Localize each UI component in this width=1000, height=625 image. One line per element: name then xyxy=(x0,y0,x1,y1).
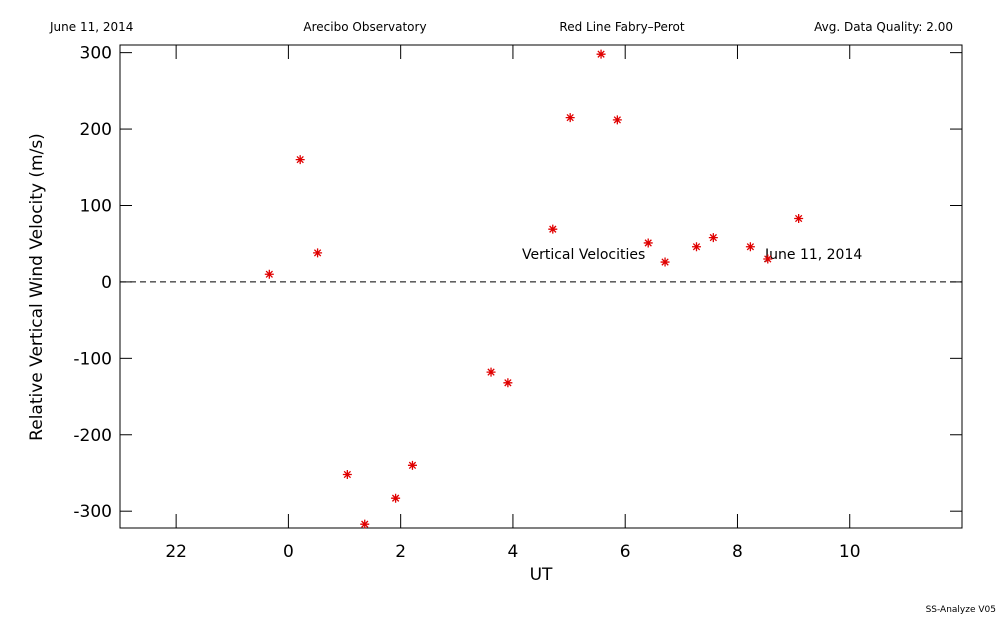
data-point xyxy=(708,233,718,243)
y-axis-label: Relative Vertical Wind Velocity (m/s) xyxy=(27,133,47,441)
data-point xyxy=(596,49,606,59)
header-site: Arecibo Observatory xyxy=(303,20,426,34)
x-tick-label: 4 xyxy=(508,542,519,562)
x-tick-label: 6 xyxy=(620,542,631,562)
x-tick-label: 8 xyxy=(732,542,743,562)
x-axis-label: UT xyxy=(530,565,553,585)
plot-frame xyxy=(119,44,963,529)
data-point xyxy=(264,269,274,279)
data-point xyxy=(763,254,773,264)
header-quality: Avg. Data Quality: 2.00 xyxy=(814,20,953,34)
y-tick-label: 200 xyxy=(80,120,112,140)
data-point xyxy=(565,113,575,123)
x-tick-label: 10 xyxy=(839,542,861,562)
data-point xyxy=(612,115,622,125)
y-tick-label: -200 xyxy=(73,426,112,446)
data-point xyxy=(660,257,670,267)
data-point xyxy=(548,224,558,234)
x-tick-label: 22 xyxy=(165,542,187,562)
annotation: Vertical Velocities xyxy=(522,247,645,263)
y-tick-label: 100 xyxy=(80,196,112,216)
data-point xyxy=(745,242,755,252)
x-tick-label: 0 xyxy=(283,542,294,562)
data-point xyxy=(342,470,352,480)
data-point xyxy=(643,238,653,248)
data-point xyxy=(486,367,496,377)
x-tick-label: 2 xyxy=(395,542,406,562)
data-point xyxy=(313,248,323,258)
annotation: June 11, 2014 xyxy=(764,247,862,263)
footer: SS-Analyze V05 xyxy=(926,605,996,615)
y-tick-label: 300 xyxy=(80,44,112,64)
data-point xyxy=(503,378,513,388)
data-point xyxy=(407,460,417,470)
header-date: June 11, 2014 xyxy=(49,20,133,34)
y-tick-label: -300 xyxy=(73,502,112,522)
header-instrument: Red Line Fabry–Perot xyxy=(559,20,684,34)
data-point xyxy=(360,519,370,529)
data-point xyxy=(691,242,701,252)
data-point xyxy=(794,213,804,223)
data-point xyxy=(295,155,305,165)
y-tick-label: -100 xyxy=(73,349,112,369)
y-tick-label: 0 xyxy=(101,273,112,293)
data-point xyxy=(391,493,401,503)
